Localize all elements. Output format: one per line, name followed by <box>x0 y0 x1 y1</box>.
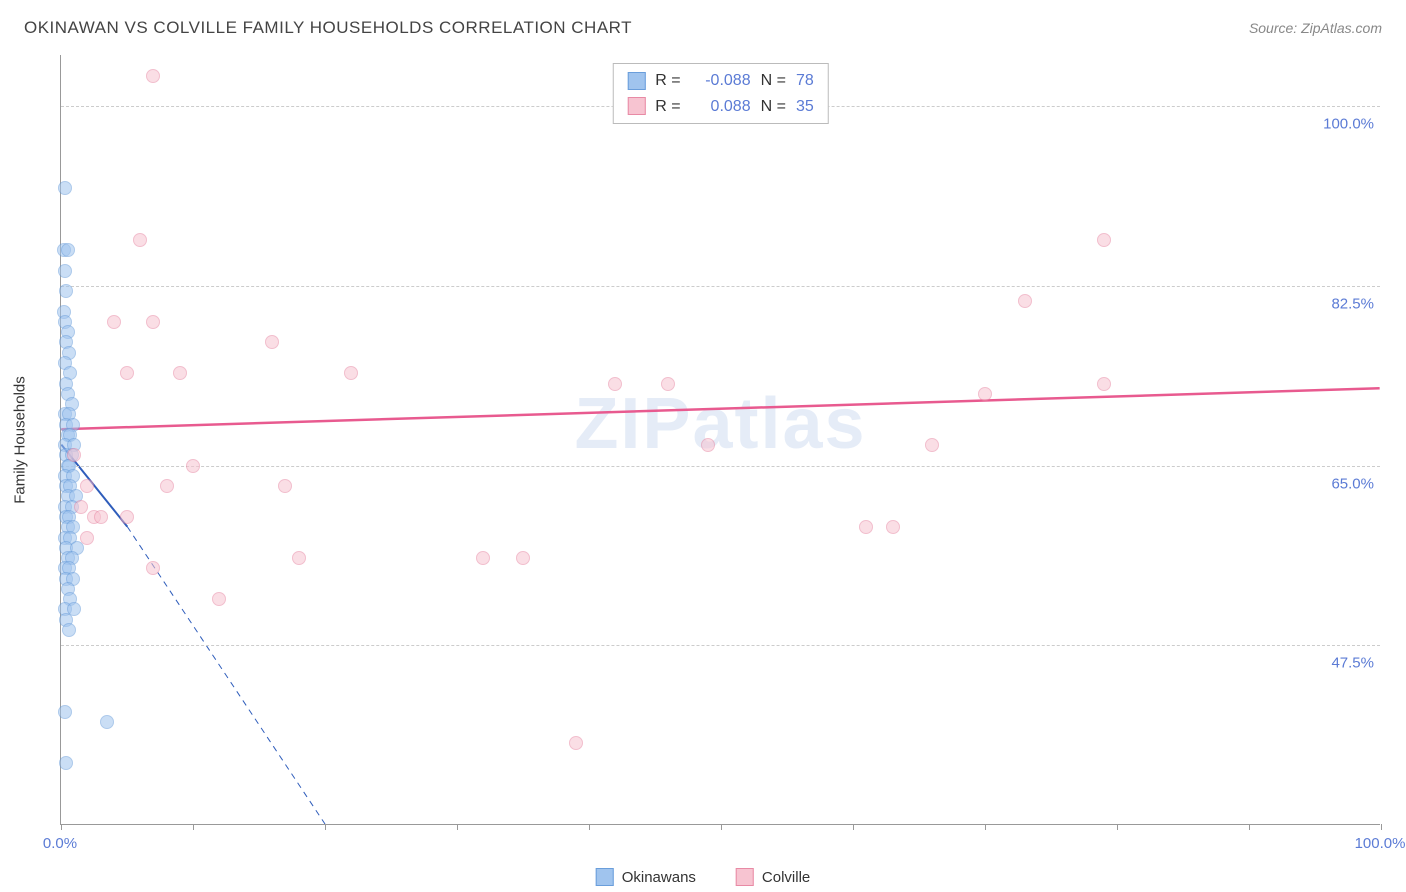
y-tick-label: 65.0% <box>1331 475 1374 492</box>
data-point <box>146 561 160 575</box>
stat-n-value: 78 <box>796 68 814 94</box>
data-point <box>62 623 76 637</box>
data-point <box>476 551 490 565</box>
trend-lines <box>61 55 1380 824</box>
y-axis-label: Family Households <box>12 376 29 504</box>
watermark: ZIPatlas <box>574 383 866 465</box>
x-tick <box>457 824 458 830</box>
data-point <box>344 366 358 380</box>
data-point <box>212 592 226 606</box>
data-point <box>292 551 306 565</box>
data-point <box>80 531 94 545</box>
data-point <box>59 284 73 298</box>
legend-swatch <box>627 97 645 115</box>
gridline <box>61 466 1380 467</box>
x-tick <box>721 824 722 830</box>
y-tick-label: 82.5% <box>1331 296 1374 313</box>
data-point <box>569 736 583 750</box>
legend-label: Okinawans <box>622 869 696 886</box>
chart-title: OKINAWAN VS COLVILLE FAMILY HOUSEHOLDS C… <box>24 18 632 38</box>
data-point <box>133 233 147 247</box>
x-axis-label-left: 0.0% <box>43 835 77 852</box>
data-point <box>886 520 900 534</box>
data-point <box>925 438 939 452</box>
stat-r-label: R = <box>655 68 680 94</box>
y-tick-label: 100.0% <box>1323 116 1374 133</box>
x-tick <box>853 824 854 830</box>
stats-legend-box: R = -0.088 N = 78 R = 0.088 N = 35 <box>612 63 828 124</box>
x-axis-label-right: 100.0% <box>1355 835 1406 852</box>
x-tick <box>985 824 986 830</box>
data-point <box>1097 233 1111 247</box>
data-point <box>978 387 992 401</box>
data-point <box>146 315 160 329</box>
data-point <box>120 366 134 380</box>
data-point <box>67 448 81 462</box>
data-point <box>100 715 114 729</box>
x-tick <box>193 824 194 830</box>
legend-item: Colville <box>736 868 810 886</box>
x-tick <box>325 824 326 830</box>
data-point <box>1097 377 1111 391</box>
data-point <box>58 181 72 195</box>
data-point <box>74 500 88 514</box>
legend-swatch <box>596 868 614 886</box>
data-point <box>94 510 108 524</box>
data-point <box>701 438 715 452</box>
stat-r-value: -0.088 <box>691 68 751 94</box>
trend-line <box>61 388 1379 429</box>
legend-swatch <box>627 72 645 90</box>
data-point <box>58 264 72 278</box>
stats-row: R = 0.088 N = 35 <box>627 94 813 120</box>
data-point <box>146 69 160 83</box>
gridline <box>61 645 1380 646</box>
x-tick <box>1117 824 1118 830</box>
data-point <box>186 459 200 473</box>
data-point <box>120 510 134 524</box>
stat-n-value: 35 <box>796 94 814 120</box>
stat-r-value: 0.088 <box>691 94 751 120</box>
data-point <box>61 243 75 257</box>
data-point <box>160 479 174 493</box>
data-point <box>58 705 72 719</box>
legend-swatch <box>736 868 754 886</box>
data-point <box>608 377 622 391</box>
data-point <box>278 479 292 493</box>
y-tick-label: 47.5% <box>1331 655 1374 672</box>
source-attribution: Source: ZipAtlas.com <box>1249 20 1382 36</box>
legend-item: Okinawans <box>596 868 696 886</box>
x-tick <box>61 824 62 830</box>
x-tick <box>589 824 590 830</box>
data-point <box>173 366 187 380</box>
data-point <box>859 520 873 534</box>
chart-container: Family Households ZIPatlas R =-0.088N =7… <box>50 55 1390 825</box>
gridline <box>61 286 1380 287</box>
data-point <box>265 335 279 349</box>
stat-n-label: N = <box>761 94 786 120</box>
data-point <box>516 551 530 565</box>
stat-n-label: N = <box>761 68 786 94</box>
x-tick <box>1249 824 1250 830</box>
stat-r-label: R = <box>655 94 680 120</box>
plot-area: ZIPatlas R = -0.088 N = 78 R = 0.088 N = 35 47.… <box>60 55 1380 825</box>
bottom-legend: Okinawans Colville <box>596 868 811 886</box>
x-tick <box>1381 824 1382 830</box>
data-point <box>661 377 675 391</box>
legend-label: Colville <box>762 869 810 886</box>
data-point <box>80 479 94 493</box>
data-point <box>59 756 73 770</box>
data-point <box>107 315 121 329</box>
data-point <box>1018 294 1032 308</box>
stats-row: R = -0.088 N = 78 <box>627 68 813 94</box>
